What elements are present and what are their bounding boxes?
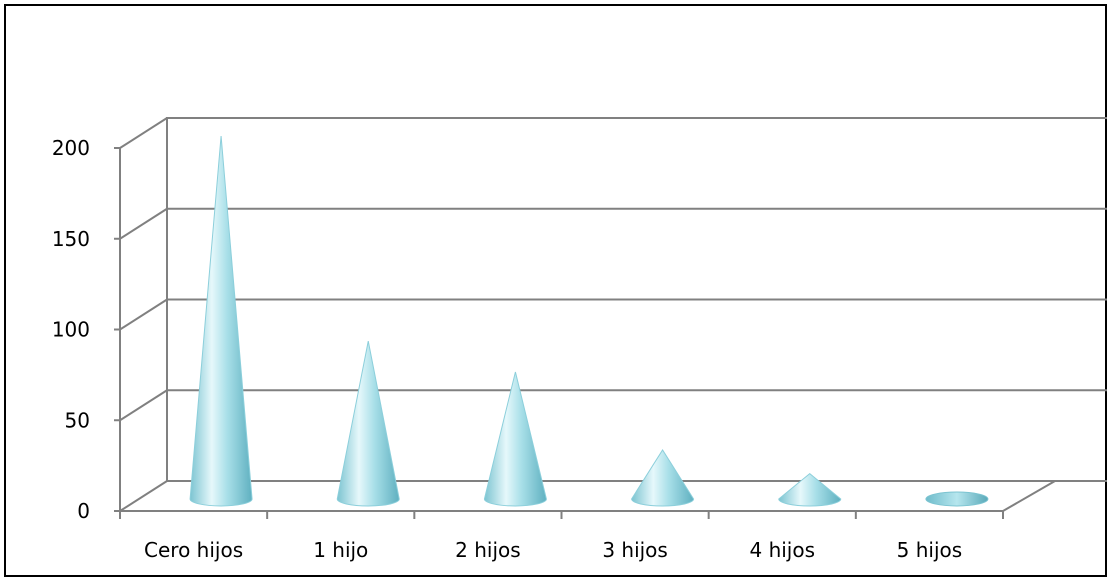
y-tick-label: 100 [52, 318, 90, 342]
x-tick-label: 2 hijos [455, 538, 521, 562]
x-tick-label: 4 hijos [749, 538, 815, 562]
axis-layer [114, 147, 1056, 519]
gridline-depth [119, 480, 168, 512]
gridline-depth [119, 117, 168, 149]
cone-bar [925, 491, 989, 507]
cone-bar [189, 135, 253, 507]
gridline-depth [119, 298, 168, 331]
cone-body [189, 135, 253, 507]
gridline-depth [119, 389, 168, 422]
gridline-depth [119, 207, 168, 240]
y-tick-label: 150 [52, 227, 90, 251]
cone-base [925, 491, 989, 507]
x-tick-label: Cero hijos [144, 538, 243, 562]
x-tick-label: 5 hijos [897, 538, 963, 562]
floor-right-edge [1002, 480, 1056, 512]
cone-bar [336, 340, 400, 507]
cone-body [336, 340, 400, 507]
cone-body [483, 371, 547, 507]
grid-layer [119, 117, 1107, 512]
cone-bar [778, 472, 842, 507]
cone-body [778, 472, 842, 507]
cone-bar [631, 449, 695, 507]
cone-layer [189, 135, 989, 507]
cone-bar [483, 371, 547, 507]
y-tick-label: 50 [65, 408, 90, 432]
x-tick-label: 3 hijos [602, 538, 668, 562]
label-layer: 0 50 100 150 200 Cero hijos 1 hijo 2 hijos 3 hij… [52, 136, 962, 562]
y-tick-label: 200 [52, 136, 90, 160]
cone-body [631, 449, 695, 507]
y-tick-label: 0 [77, 499, 90, 523]
x-tick-label: 1 hijo [313, 538, 368, 562]
